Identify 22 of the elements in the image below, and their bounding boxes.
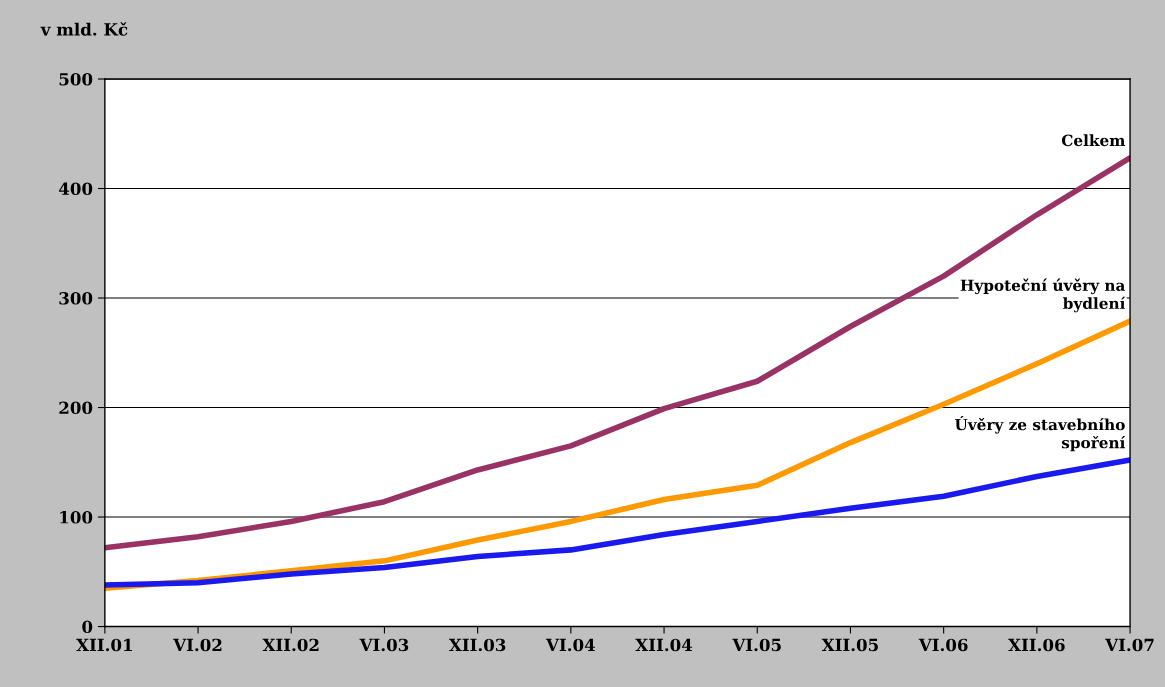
y-tick-label: 400	[58, 182, 93, 196]
x-tick-label: XII.04	[635, 638, 693, 652]
x-tick-label: XII.02	[262, 638, 319, 652]
x-tick-label: VI.04	[545, 638, 596, 652]
x-tick-label: XII.01	[76, 638, 132, 652]
series-label: Hypoteční úvěry na bydlení	[960, 278, 1126, 313]
series-label: Celkem	[1061, 134, 1126, 147]
x-tick-label: XII.05	[821, 638, 878, 652]
y-tick-label: 0	[82, 620, 93, 634]
y-tick-label: 100	[60, 511, 93, 524]
x-tick-label: VI.07	[1105, 638, 1154, 652]
x-tick-label: VI.05	[732, 638, 781, 652]
y-tick-label: 200	[59, 401, 93, 415]
y-tick-label: 500	[59, 72, 93, 86]
x-tick-label: XII.06	[1008, 638, 1065, 652]
y-tick-label: 300	[59, 291, 93, 305]
x-tick-label: VI.02	[173, 638, 222, 652]
series-label: Úvěry ze stavebního spoření	[954, 415, 1126, 452]
x-tick-label: VI.06	[918, 638, 968, 652]
x-tick-label: XII.03	[448, 638, 506, 652]
x-tick-label: VI.03	[359, 638, 409, 652]
y-axis-title: v mld. Kč	[40, 22, 128, 36]
